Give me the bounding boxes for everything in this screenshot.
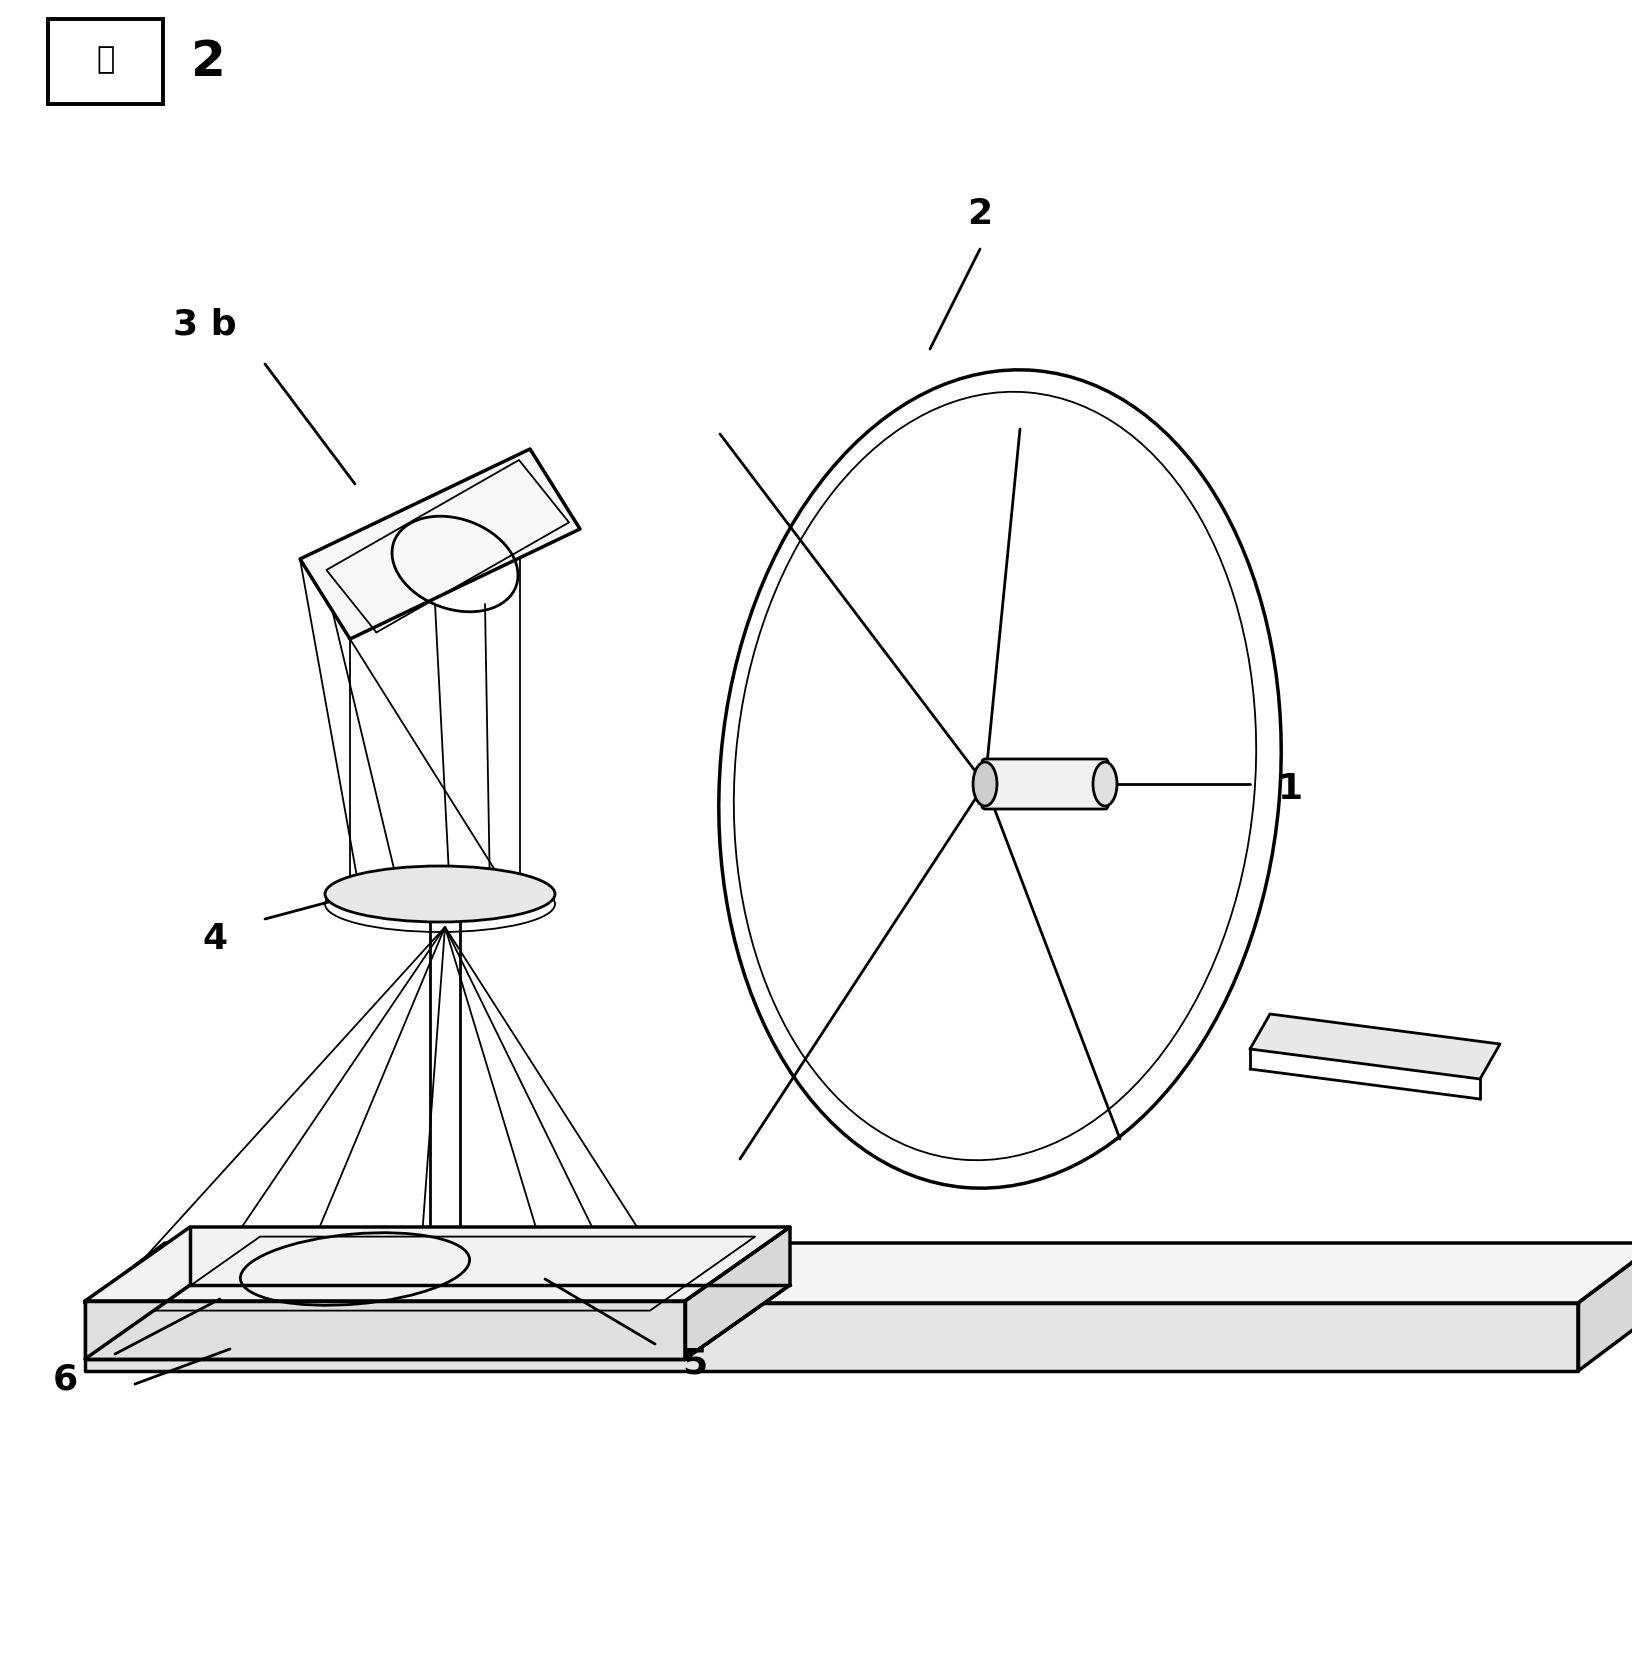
Polygon shape <box>684 1228 790 1359</box>
Text: 3 b: 3 b <box>173 307 237 342</box>
Text: 5: 5 <box>682 1347 707 1380</box>
FancyBboxPatch shape <box>981 760 1108 810</box>
Ellipse shape <box>973 761 997 806</box>
Polygon shape <box>1248 1014 1500 1078</box>
Polygon shape <box>85 1228 790 1301</box>
Text: 2: 2 <box>966 197 992 231</box>
Ellipse shape <box>325 866 555 922</box>
Text: 2: 2 <box>191 38 225 86</box>
Text: 6: 6 <box>52 1362 77 1395</box>
Ellipse shape <box>1092 761 1116 806</box>
Polygon shape <box>85 1302 1577 1370</box>
Polygon shape <box>300 450 579 639</box>
Polygon shape <box>1577 1243 1632 1370</box>
Polygon shape <box>85 1243 1632 1302</box>
Text: 1: 1 <box>1276 771 1302 806</box>
Polygon shape <box>85 1301 684 1359</box>
Text: 冬: 冬 <box>96 45 114 75</box>
Text: 4: 4 <box>202 922 227 956</box>
